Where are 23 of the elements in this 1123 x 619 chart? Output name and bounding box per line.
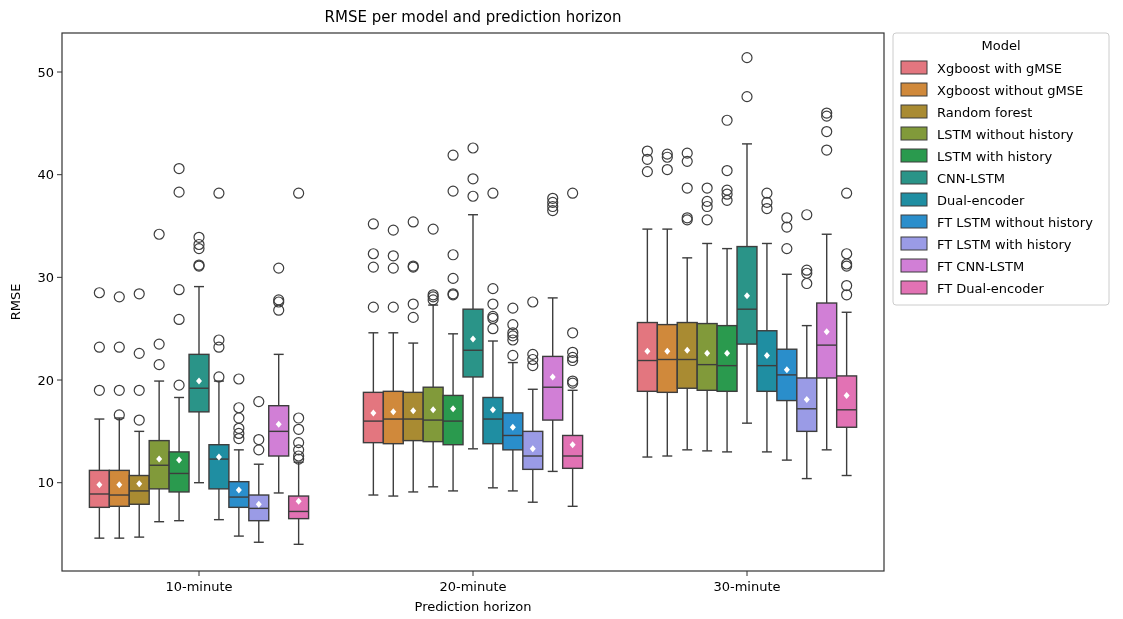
legend-label: LSTM with history bbox=[937, 148, 1053, 164]
x-tick-label: 30-minute bbox=[713, 579, 781, 594]
legend-title: Model bbox=[981, 38, 1021, 53]
legend-label: LSTM without history bbox=[937, 126, 1074, 142]
legend-label: Xgboost without gMSE bbox=[937, 82, 1084, 98]
y-tick-label: 40 bbox=[37, 167, 54, 183]
legend-label: CNN-LSTM bbox=[937, 170, 1005, 186]
y-axis-title: RMSE bbox=[8, 283, 23, 321]
legend-label: Xgboost with gMSE bbox=[937, 60, 1062, 76]
legend-label: FT LSTM with history bbox=[937, 236, 1072, 252]
legend-label: FT LSTM without history bbox=[937, 214, 1094, 230]
y-tick-label: 30 bbox=[37, 269, 54, 285]
y-tick-label: 20 bbox=[37, 372, 54, 388]
legend-label: Random forest bbox=[937, 104, 1033, 120]
y-tick-label: 50 bbox=[37, 64, 54, 80]
y-tick-label: 10 bbox=[37, 475, 54, 491]
legend-label: Dual-encoder bbox=[937, 192, 1026, 208]
x-axis-title: Prediction horizon bbox=[414, 599, 532, 614]
x-tick-label: 10-minute bbox=[165, 579, 233, 594]
chart-title: RMSE per model and prediction horizon bbox=[324, 8, 622, 26]
legend-label: FT CNN-LSTM bbox=[937, 258, 1025, 274]
legend-label: FT Dual-encoder bbox=[937, 280, 1045, 296]
x-tick-label: 20-minute bbox=[439, 579, 507, 594]
